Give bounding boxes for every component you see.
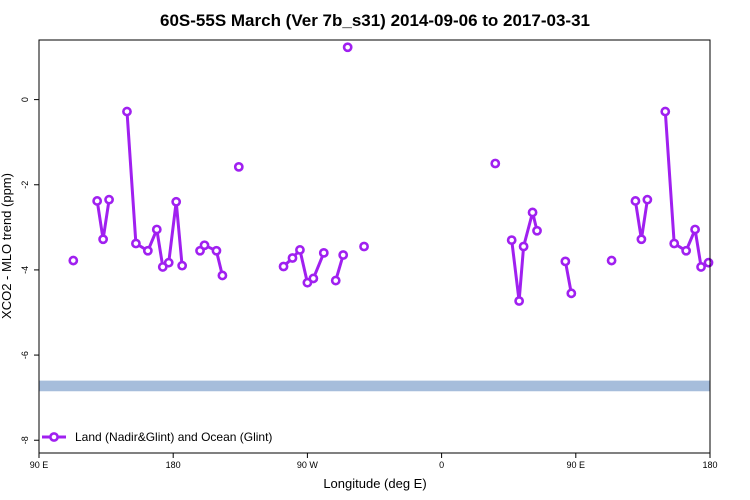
- data-point: [171, 196, 182, 207]
- data-point: [318, 247, 329, 258]
- x-tick-label: 180: [166, 460, 181, 470]
- data-point: [98, 234, 109, 245]
- x-tick-label: 180: [702, 460, 717, 470]
- data-point: [636, 234, 647, 245]
- data-point: [287, 253, 298, 263]
- x-tick-label: 90 E: [30, 460, 49, 470]
- data-point: [338, 250, 349, 260]
- x-axis-label: Longitude (deg E): [323, 476, 426, 491]
- data-point: [566, 288, 577, 299]
- x-tick-label: 90 W: [297, 460, 319, 470]
- data-point: [330, 275, 341, 286]
- data-point: [104, 194, 114, 205]
- data-point: [690, 224, 700, 235]
- data-point: [696, 262, 706, 272]
- data-point: [514, 296, 525, 306]
- data-point: [211, 245, 222, 256]
- data-point: [681, 245, 692, 256]
- data-point: [131, 238, 141, 249]
- data-point: [669, 238, 680, 249]
- data-point: [217, 270, 228, 281]
- data-point: [490, 158, 501, 169]
- data-point: [359, 241, 369, 252]
- series-line: [510, 210, 539, 303]
- data-point: [163, 257, 174, 268]
- data-point: [142, 245, 153, 256]
- data-point: [342, 42, 353, 53]
- y-tick-label: 0: [20, 97, 30, 102]
- legend-label: Land (Nadir&Glint) and Ocean (Glint): [75, 430, 272, 444]
- data-point: [92, 196, 103, 206]
- data-point: [199, 240, 210, 251]
- y-tick-label: -4: [20, 266, 30, 274]
- data-point: [518, 241, 529, 252]
- data-point: [606, 255, 617, 266]
- series-layer: [68, 42, 714, 306]
- chart-title: 60S-55S March (Ver 7b_s31) 2014-09-06 to…: [160, 11, 590, 30]
- data-point: [233, 161, 244, 172]
- series-line: [95, 198, 111, 241]
- data-point: [295, 245, 305, 255]
- y-tick-label: -2: [20, 181, 30, 189]
- x-tick-label: 90 E: [567, 460, 586, 470]
- y-axis-label: XCO2 - MLO trend (ppm): [0, 173, 14, 319]
- series-line: [633, 198, 649, 241]
- legend: Land (Nadir&Glint) and Ocean (Glint): [42, 430, 272, 444]
- data-point: [703, 257, 714, 268]
- data-point: [278, 261, 289, 272]
- x-axis: 90 E 180 90 W 0 90 E 180: [30, 453, 718, 470]
- series-line: [563, 259, 573, 295]
- y-tick-label: -8: [20, 436, 30, 444]
- data-point: [630, 196, 641, 206]
- data-point: [151, 224, 162, 235]
- x-tick-label: 0: [439, 460, 444, 470]
- data-point: [506, 235, 517, 246]
- data-point: [177, 260, 188, 271]
- band-layer: [39, 380, 710, 392]
- data-point: [532, 225, 542, 236]
- data-point: [527, 207, 538, 218]
- data-point: [122, 106, 132, 117]
- data-point: [560, 256, 571, 267]
- data-point: [68, 255, 79, 266]
- data-point: [642, 194, 653, 205]
- y-axis: 0 -2 -4 -6 -8: [20, 97, 39, 444]
- legend-marker: [49, 432, 59, 442]
- reference-band: [39, 380, 710, 392]
- data-point: [660, 106, 671, 117]
- y-tick-label: -6: [20, 351, 30, 359]
- plot-frame: [38, 39, 711, 454]
- data-point: [308, 273, 319, 284]
